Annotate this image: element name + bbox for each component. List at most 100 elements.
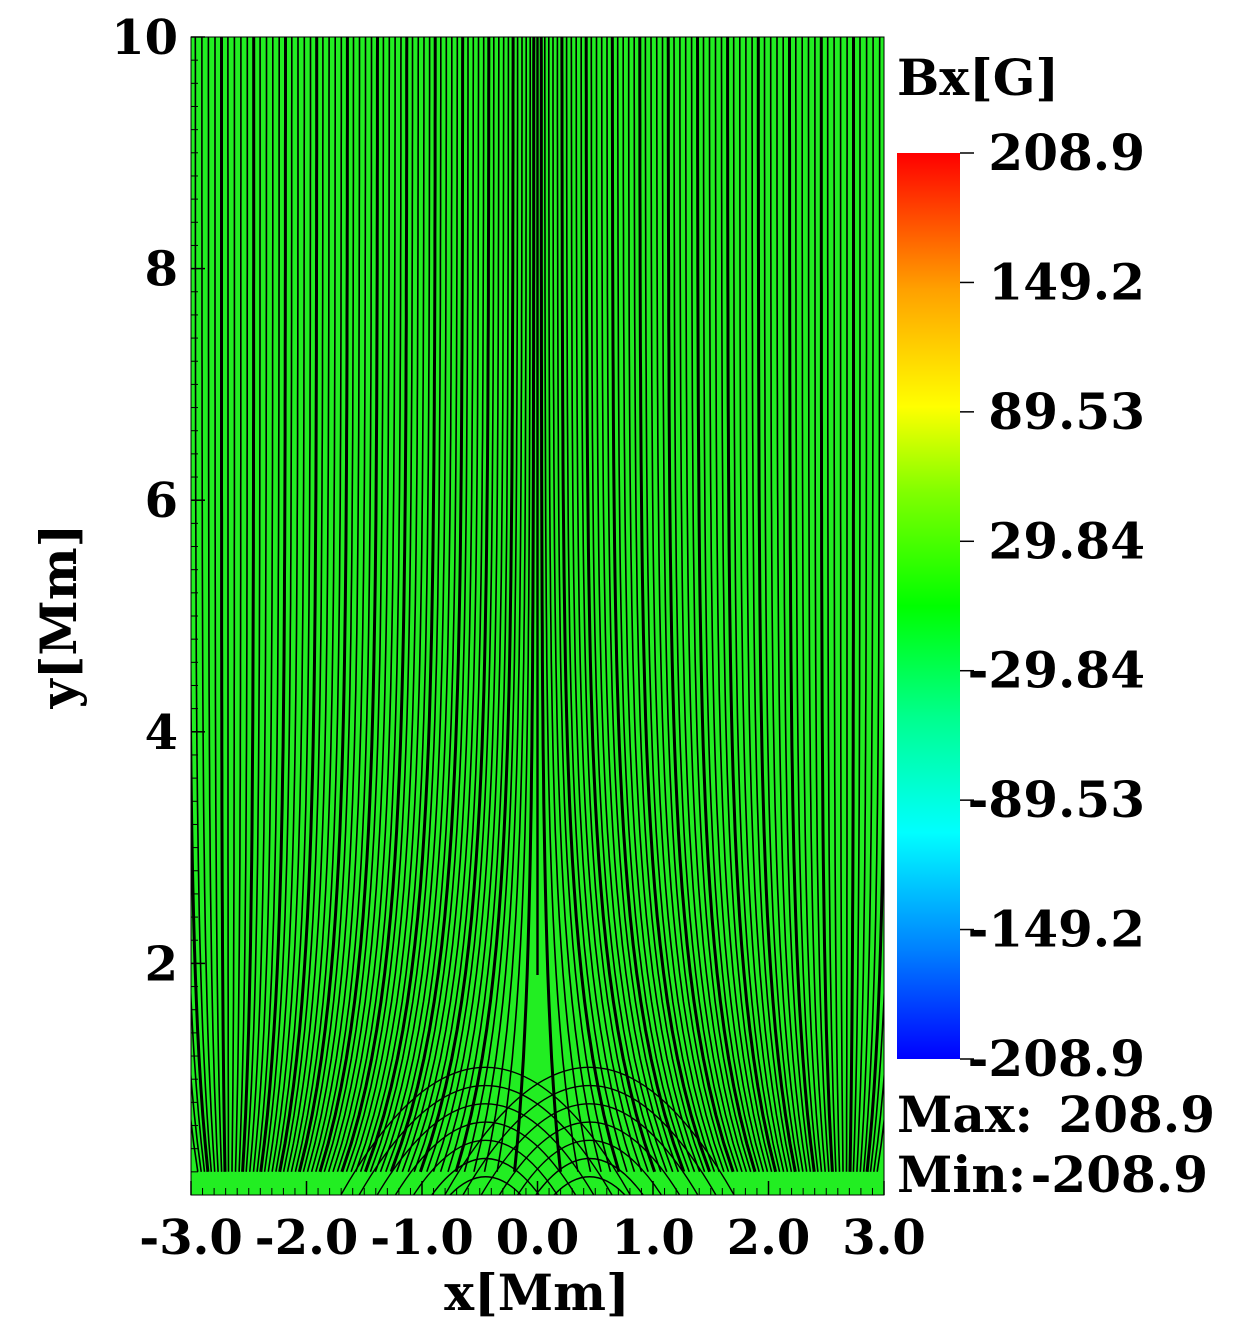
field-line bbox=[819, 37, 834, 1172]
max-label: Max: bbox=[897, 1085, 1033, 1144]
field-line bbox=[732, 37, 781, 1172]
field-line bbox=[814, 37, 830, 1172]
colorbar-gradient bbox=[897, 153, 960, 1059]
field-line bbox=[359, 37, 431, 1173]
field-line bbox=[801, 37, 823, 1172]
field-line bbox=[263, 37, 293, 1172]
field-line bbox=[363, 37, 437, 1173]
field-line bbox=[271, 37, 306, 1172]
field-line bbox=[650, 37, 720, 1173]
field-line bbox=[560, 37, 621, 1173]
x-minor-ticks bbox=[190, 1181, 885, 1195]
field-line bbox=[859, 37, 874, 1172]
field-loop bbox=[394, 1121, 577, 1195]
field-line bbox=[763, 37, 800, 1172]
x-tick-label: 3.0 bbox=[842, 1210, 926, 1266]
y-axis-label: y[Mm] bbox=[29, 524, 88, 710]
field-line bbox=[379, 37, 453, 1173]
field-line bbox=[385, 37, 459, 1173]
field-line bbox=[306, 37, 361, 1173]
field-line bbox=[318, 37, 379, 1173]
field-line bbox=[463, 37, 519, 1173]
field-line bbox=[852, 37, 861, 1172]
min-label: Min: bbox=[897, 1145, 1026, 1204]
colorbar-tick-label: -29.84 bbox=[968, 641, 1145, 700]
field-line bbox=[565, 37, 628, 1173]
field-line bbox=[327, 37, 391, 1173]
field-loop bbox=[462, 1085, 717, 1195]
field-line bbox=[259, 37, 287, 1172]
field-line bbox=[726, 37, 778, 1173]
field-line bbox=[201, 37, 216, 1172]
field-line bbox=[807, 37, 826, 1172]
field-line bbox=[570, 37, 636, 1173]
field-line bbox=[256, 37, 280, 1172]
min-max-stats: Max: 208.9 Min: -208.9 bbox=[897, 1085, 1215, 1204]
field-line bbox=[751, 37, 793, 1172]
field-line bbox=[580, 37, 649, 1173]
colorbar-tick-label: 149.2 bbox=[988, 252, 1145, 311]
field-loop bbox=[498, 1121, 681, 1195]
field-line bbox=[848, 37, 855, 1172]
field-line bbox=[756, 37, 797, 1173]
field-line bbox=[673, 37, 739, 1173]
field-line bbox=[336, 37, 402, 1173]
field-line bbox=[782, 37, 812, 1172]
colorbar-tick-label: -89.53 bbox=[968, 770, 1145, 829]
field-line bbox=[245, 37, 261, 1172]
colorbar-tick-label: 208.9 bbox=[988, 123, 1145, 182]
field-line bbox=[227, 37, 230, 1172]
field-line bbox=[638, 37, 712, 1173]
field-line bbox=[795, 37, 819, 1172]
field-line bbox=[241, 37, 256, 1172]
field-line bbox=[447, 37, 510, 1173]
field-line bbox=[297, 37, 349, 1173]
field-line bbox=[575, 37, 643, 1173]
max-value: 208.9 bbox=[1058, 1085, 1215, 1144]
x-axis-label: x[Mm] bbox=[444, 1263, 629, 1322]
field-loop bbox=[376, 1103, 595, 1195]
field-lines bbox=[191, 37, 884, 1173]
field-line bbox=[655, 37, 725, 1173]
field-line bbox=[627, 37, 701, 1173]
y-minor-ticks bbox=[191, 36, 205, 1196]
field-line bbox=[234, 37, 242, 1172]
plot-area bbox=[190, 36, 885, 1196]
colorbar-title: Bx[G] bbox=[897, 48, 1059, 107]
field-line bbox=[696, 37, 757, 1173]
field-loop bbox=[517, 1139, 662, 1195]
field-line bbox=[473, 37, 523, 1172]
field-line bbox=[548, 37, 592, 1172]
field-line bbox=[845, 37, 848, 1172]
field-line bbox=[862, 37, 881, 1172]
field-line bbox=[323, 37, 385, 1173]
field-line bbox=[496, 37, 531, 1172]
field-line bbox=[702, 37, 760, 1173]
field-line bbox=[332, 37, 396, 1173]
field-line bbox=[610, 37, 686, 1173]
field-line bbox=[418, 37, 491, 1173]
field-line bbox=[220, 37, 227, 1172]
field-line bbox=[544, 37, 579, 1172]
field-line bbox=[856, 37, 868, 1172]
field-loop bbox=[413, 1139, 558, 1195]
y-tick-label: 6 bbox=[145, 473, 178, 529]
field-line bbox=[826, 37, 837, 1172]
field-line bbox=[833, 37, 841, 1172]
y-tick-label: 8 bbox=[145, 242, 178, 298]
field-line bbox=[278, 37, 319, 1173]
field-line bbox=[267, 37, 299, 1172]
field-line bbox=[865, 575, 884, 1172]
y-tick-label: 10 bbox=[111, 10, 178, 66]
colorbar-tick-label: -149.2 bbox=[968, 900, 1145, 959]
field-line bbox=[556, 37, 612, 1173]
field-line bbox=[622, 37, 696, 1173]
field-line bbox=[714, 37, 769, 1173]
field-line bbox=[315, 37, 373, 1173]
field-line bbox=[666, 37, 735, 1173]
field-line bbox=[426, 37, 495, 1173]
field-line bbox=[788, 37, 816, 1172]
x-tick-label: 1.0 bbox=[611, 1210, 695, 1266]
field-line bbox=[684, 37, 748, 1173]
